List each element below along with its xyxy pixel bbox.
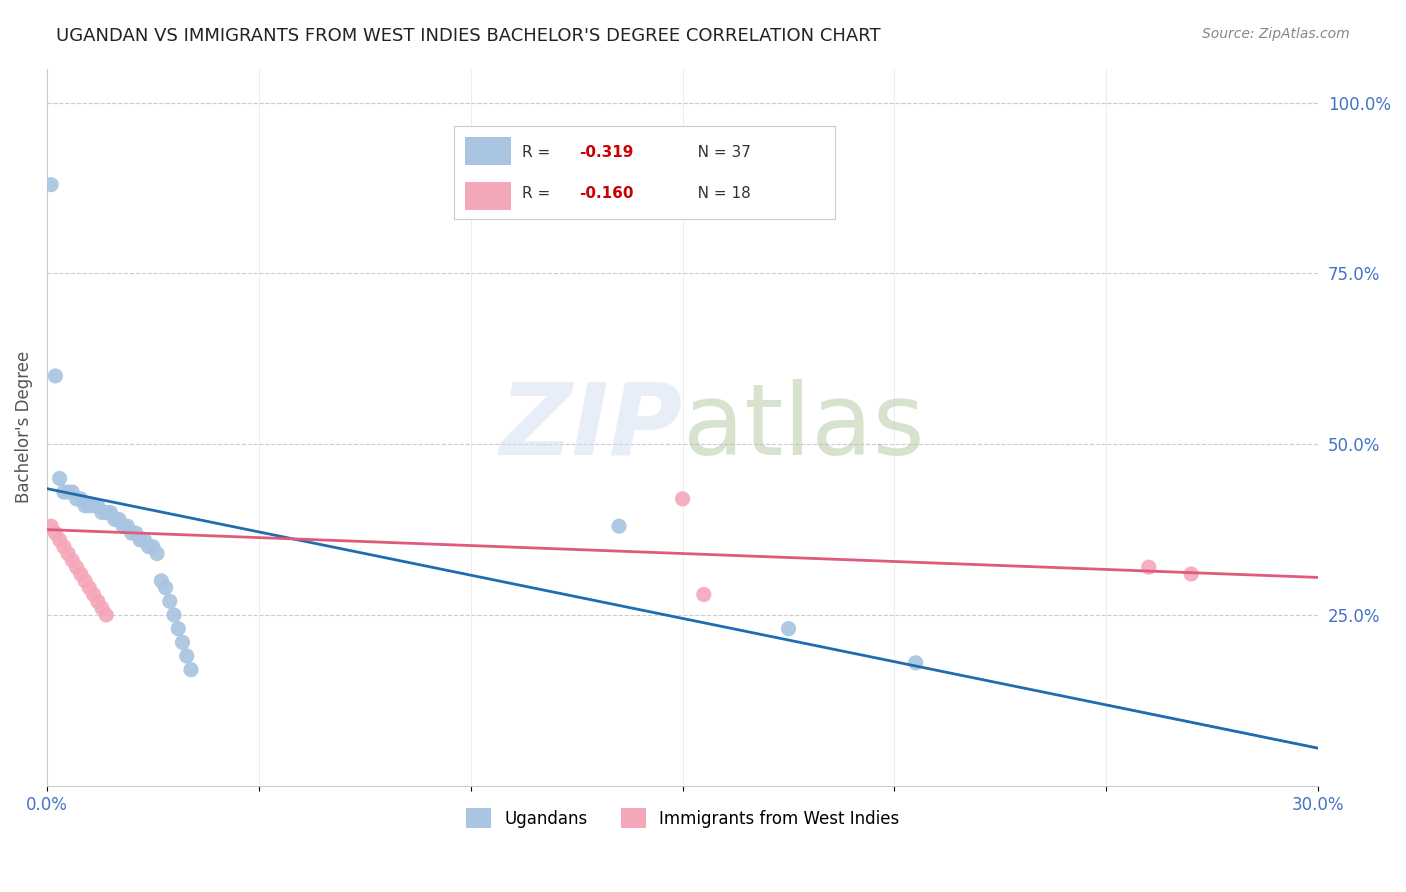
Point xyxy=(69,567,91,582)
Point xyxy=(48,471,70,485)
Point xyxy=(87,499,110,513)
Point xyxy=(44,526,66,541)
Point xyxy=(155,581,177,595)
Point xyxy=(108,512,131,526)
Point xyxy=(91,506,114,520)
Point xyxy=(778,622,800,636)
Point xyxy=(167,622,190,636)
Point xyxy=(129,533,152,547)
Point xyxy=(39,519,62,533)
Point xyxy=(83,499,105,513)
Point xyxy=(52,540,75,554)
Point xyxy=(125,526,148,541)
Point xyxy=(180,663,202,677)
Point xyxy=(83,587,105,601)
Point xyxy=(56,485,79,500)
Point xyxy=(91,601,114,615)
Point xyxy=(172,635,194,649)
Point xyxy=(693,587,716,601)
Point xyxy=(87,594,110,608)
Point xyxy=(142,540,165,554)
Point xyxy=(104,512,127,526)
Point xyxy=(56,547,79,561)
Y-axis label: Bachelor's Degree: Bachelor's Degree xyxy=(15,351,32,503)
Point xyxy=(65,491,87,506)
Point xyxy=(73,499,96,513)
Point xyxy=(96,506,118,520)
Text: Source: ZipAtlas.com: Source: ZipAtlas.com xyxy=(1202,27,1350,41)
Text: atlas: atlas xyxy=(682,378,924,475)
Point xyxy=(77,581,100,595)
Point xyxy=(121,526,143,541)
Point xyxy=(138,540,160,554)
Point xyxy=(69,491,91,506)
Point xyxy=(39,178,62,192)
Point xyxy=(607,519,630,533)
Point xyxy=(176,648,198,663)
Point xyxy=(1180,567,1202,582)
Point xyxy=(904,656,927,670)
Text: ZIP: ZIP xyxy=(499,378,682,475)
Point xyxy=(1137,560,1160,574)
Point xyxy=(150,574,173,588)
Point xyxy=(60,553,83,567)
Point xyxy=(77,499,100,513)
Point xyxy=(48,533,70,547)
Point xyxy=(73,574,96,588)
Point xyxy=(159,594,181,608)
Point xyxy=(134,533,156,547)
Text: UGANDAN VS IMMIGRANTS FROM WEST INDIES BACHELOR'S DEGREE CORRELATION CHART: UGANDAN VS IMMIGRANTS FROM WEST INDIES B… xyxy=(56,27,882,45)
Point xyxy=(65,560,87,574)
Point xyxy=(117,519,139,533)
Point xyxy=(96,607,118,622)
Point xyxy=(44,368,66,383)
Point xyxy=(100,506,122,520)
Point xyxy=(60,485,83,500)
Point xyxy=(671,491,693,506)
Point xyxy=(163,607,186,622)
Point xyxy=(146,547,169,561)
Point xyxy=(112,519,135,533)
Point xyxy=(52,485,75,500)
Legend: Ugandans, Immigrants from West Indies: Ugandans, Immigrants from West Indies xyxy=(460,801,905,835)
